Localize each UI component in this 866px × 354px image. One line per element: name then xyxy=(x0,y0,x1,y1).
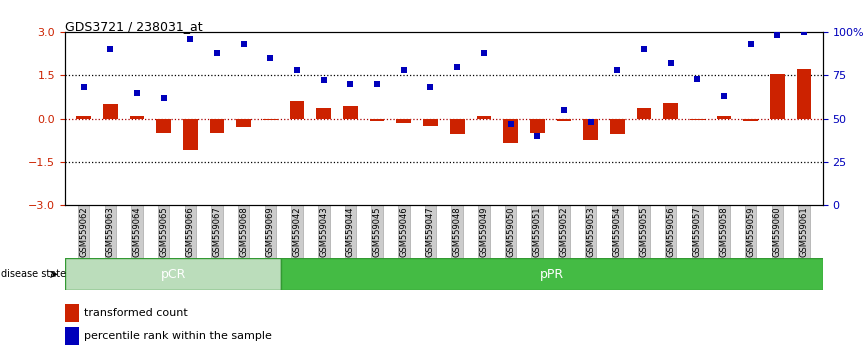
Point xyxy=(557,107,571,113)
Bar xyxy=(130,116,145,119)
Point xyxy=(184,36,197,42)
Bar xyxy=(423,119,438,126)
Point xyxy=(236,41,250,47)
Point xyxy=(290,67,304,73)
Text: GDS3721 / 238031_at: GDS3721 / 238031_at xyxy=(65,20,203,33)
Bar xyxy=(370,119,385,121)
Point xyxy=(210,50,224,56)
Bar xyxy=(263,119,278,120)
Bar xyxy=(637,108,651,119)
Point xyxy=(504,121,518,127)
Point xyxy=(477,50,491,56)
Bar xyxy=(236,119,251,127)
Text: disease state: disease state xyxy=(1,269,66,279)
Point xyxy=(744,41,758,47)
Point xyxy=(103,46,117,52)
Bar xyxy=(210,119,224,133)
Bar xyxy=(476,116,491,119)
Bar xyxy=(157,119,171,133)
Bar xyxy=(65,327,79,345)
Bar xyxy=(65,304,79,321)
Bar xyxy=(690,119,705,120)
Bar xyxy=(316,108,331,119)
Bar xyxy=(76,116,91,119)
Point xyxy=(370,81,384,87)
Bar xyxy=(583,119,598,140)
Bar xyxy=(449,119,464,135)
Point xyxy=(771,33,785,38)
Point xyxy=(157,95,171,101)
Bar xyxy=(743,119,758,121)
Bar xyxy=(770,74,785,119)
Bar xyxy=(290,101,305,119)
Bar xyxy=(663,103,678,119)
Bar xyxy=(103,104,118,119)
Point xyxy=(584,119,598,125)
Point xyxy=(450,64,464,69)
Point xyxy=(397,67,410,73)
Point xyxy=(690,76,704,81)
Text: pPR: pPR xyxy=(540,268,564,281)
Bar xyxy=(183,119,197,150)
Bar xyxy=(343,105,358,119)
Point xyxy=(130,90,144,96)
Point xyxy=(263,55,277,61)
Bar xyxy=(503,119,518,143)
Point xyxy=(637,46,651,52)
Bar xyxy=(65,258,281,290)
Point xyxy=(317,78,331,83)
Point xyxy=(530,133,544,139)
Point xyxy=(77,85,91,90)
Bar xyxy=(281,258,823,290)
Point xyxy=(611,67,624,73)
Bar xyxy=(610,119,624,135)
Bar xyxy=(717,116,731,119)
Point xyxy=(797,29,811,35)
Point xyxy=(344,81,358,87)
Text: percentile rank within the sample: percentile rank within the sample xyxy=(84,331,272,341)
Point xyxy=(663,60,677,66)
Text: pCR: pCR xyxy=(160,268,186,281)
Text: transformed count: transformed count xyxy=(84,308,188,318)
Point xyxy=(423,85,437,90)
Bar xyxy=(557,119,572,121)
Point xyxy=(717,93,731,99)
Bar xyxy=(797,69,811,119)
Bar xyxy=(397,119,411,123)
Bar xyxy=(530,119,545,133)
